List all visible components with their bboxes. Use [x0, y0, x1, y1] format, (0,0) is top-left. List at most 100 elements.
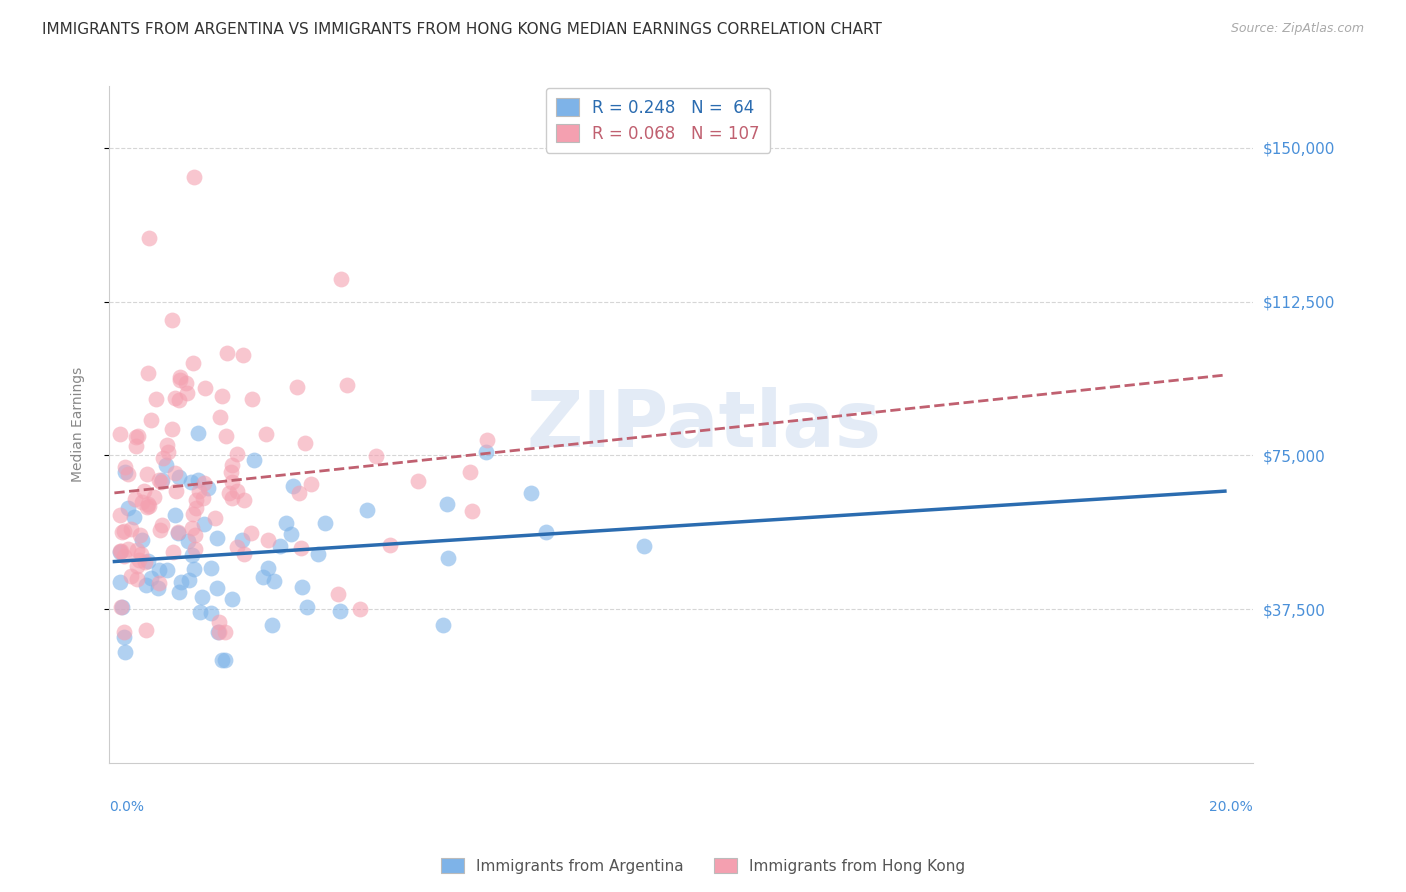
- Point: [214, 624, 236, 639]
- Point: [181, 507, 204, 521]
- Point: [437, 551, 460, 566]
- Text: Source: ZipAtlas.com: Source: ZipAtlas.com: [1230, 22, 1364, 36]
- Point: [131, 494, 153, 508]
- Point: [134, 484, 156, 499]
- Point: [187, 474, 209, 488]
- Point: [114, 465, 136, 479]
- Point: [184, 528, 207, 542]
- Point: [156, 445, 179, 459]
- Point: [285, 379, 308, 393]
- Legend: R = 0.248   N =  64, R = 0.068   N = 107: R = 0.248 N = 64, R = 0.068 N = 107: [546, 88, 770, 153]
- Y-axis label: Median Earnings: Median Earnings: [72, 367, 86, 483]
- Point: [193, 516, 215, 531]
- Point: [112, 549, 135, 563]
- Point: [254, 426, 277, 441]
- Point: [232, 492, 254, 507]
- Point: [165, 484, 187, 499]
- Point: [162, 422, 184, 436]
- Point: [460, 466, 482, 480]
- Point: [188, 606, 211, 620]
- Point: [136, 367, 159, 381]
- Point: [148, 562, 170, 576]
- Point: [138, 499, 160, 513]
- Point: [125, 543, 148, 558]
- Point: [180, 475, 202, 489]
- Point: [214, 653, 236, 667]
- Point: [138, 231, 160, 245]
- Point: [112, 524, 135, 538]
- Point: [127, 572, 149, 586]
- Point: [183, 169, 205, 184]
- Point: [136, 500, 159, 514]
- Point: [125, 430, 148, 444]
- Point: [155, 458, 177, 473]
- Point: [117, 467, 139, 482]
- Text: 20.0%: 20.0%: [1209, 800, 1253, 814]
- Point: [176, 386, 198, 401]
- Point: [232, 348, 254, 362]
- Point: [150, 473, 173, 487]
- Point: [146, 582, 169, 596]
- Point: [183, 562, 205, 576]
- Point: [217, 346, 239, 360]
- Point: [263, 574, 285, 589]
- Point: [125, 558, 148, 573]
- Point: [290, 541, 312, 556]
- Point: [221, 591, 243, 606]
- Point: [475, 434, 498, 448]
- Point: [136, 467, 159, 481]
- Point: [461, 504, 484, 518]
- Point: [110, 599, 132, 614]
- Point: [108, 545, 131, 559]
- Point: [152, 450, 174, 465]
- Point: [200, 560, 222, 574]
- Point: [125, 439, 148, 453]
- Point: [120, 522, 142, 536]
- Point: [129, 547, 152, 561]
- Point: [127, 429, 149, 443]
- Point: [114, 460, 136, 475]
- Point: [180, 548, 202, 562]
- Point: [142, 490, 165, 504]
- Point: [120, 569, 142, 583]
- Point: [257, 533, 280, 548]
- Point: [131, 533, 153, 547]
- Legend: Immigrants from Argentina, Immigrants from Hong Kong: Immigrants from Argentina, Immigrants fr…: [434, 852, 972, 880]
- Point: [122, 510, 145, 524]
- Point: [181, 521, 204, 535]
- Point: [181, 356, 204, 370]
- Point: [166, 526, 188, 541]
- Point: [295, 599, 318, 614]
- Point: [208, 615, 231, 629]
- Point: [163, 466, 186, 480]
- Text: IMMIGRANTS FROM ARGENTINA VS IMMIGRANTS FROM HONG KONG MEDIAN EARNINGS CORRELATI: IMMIGRANTS FROM ARGENTINA VS IMMIGRANTS …: [42, 22, 882, 37]
- Point: [291, 580, 314, 594]
- Point: [169, 373, 191, 387]
- Point: [177, 574, 200, 588]
- Point: [536, 525, 558, 540]
- Point: [211, 389, 233, 403]
- Point: [207, 625, 229, 640]
- Point: [148, 473, 170, 487]
- Point: [314, 516, 336, 531]
- Point: [128, 528, 150, 542]
- Point: [174, 376, 197, 391]
- Point: [299, 477, 322, 491]
- Point: [207, 531, 229, 545]
- Point: [329, 272, 352, 286]
- Point: [209, 410, 232, 425]
- Point: [243, 452, 266, 467]
- Point: [188, 484, 211, 499]
- Point: [111, 524, 134, 539]
- Point: [326, 587, 349, 601]
- Point: [150, 475, 173, 489]
- Point: [165, 391, 187, 405]
- Point: [184, 500, 207, 515]
- Point: [167, 392, 190, 407]
- Point: [239, 525, 262, 540]
- Point: [162, 545, 184, 559]
- Point: [191, 491, 214, 506]
- Point: [191, 590, 214, 604]
- Point: [226, 484, 249, 499]
- Point: [149, 523, 172, 537]
